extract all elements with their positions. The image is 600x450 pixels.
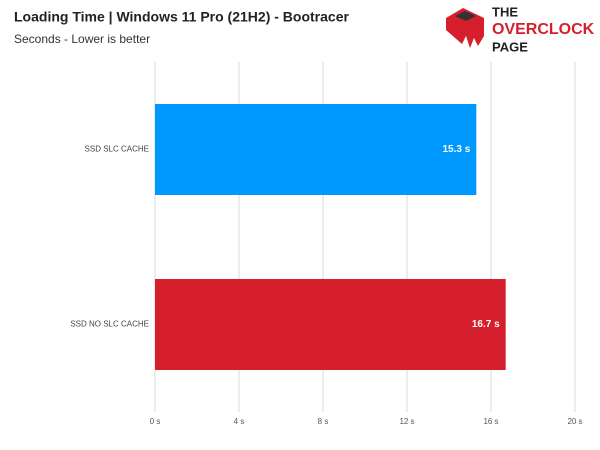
x-tick-label: 4 s xyxy=(234,417,245,426)
chart-title: Loading Time | Windows 11 Pro (21H2) - B… xyxy=(14,9,349,25)
bar xyxy=(155,279,506,370)
x-tick-label: 0 s xyxy=(150,417,161,426)
x-tick-label: 20 s xyxy=(567,417,582,426)
data-label: 16.7 s xyxy=(472,319,500,330)
logo-text: THE xyxy=(492,4,518,19)
logo-icon xyxy=(446,8,484,48)
x-tick-label: 16 s xyxy=(483,417,498,426)
bar xyxy=(155,104,477,195)
logo: THE OVERCLOCK PAGE xyxy=(446,4,595,54)
data-label: 15.3 s xyxy=(442,144,470,155)
y-tick-label: SSD SLC CACHE xyxy=(85,145,149,154)
logo-text: OVERCLOCK xyxy=(492,21,595,38)
logo-text: PAGE xyxy=(492,39,528,54)
logo-chip xyxy=(455,11,476,21)
x-tick-label: 12 s xyxy=(399,417,414,426)
y-tick-label: SSD NO SLC CACHE xyxy=(70,320,149,329)
chart-subtitle: Seconds - Lower is better xyxy=(14,32,150,46)
x-tick-label: 8 s xyxy=(318,417,329,426)
